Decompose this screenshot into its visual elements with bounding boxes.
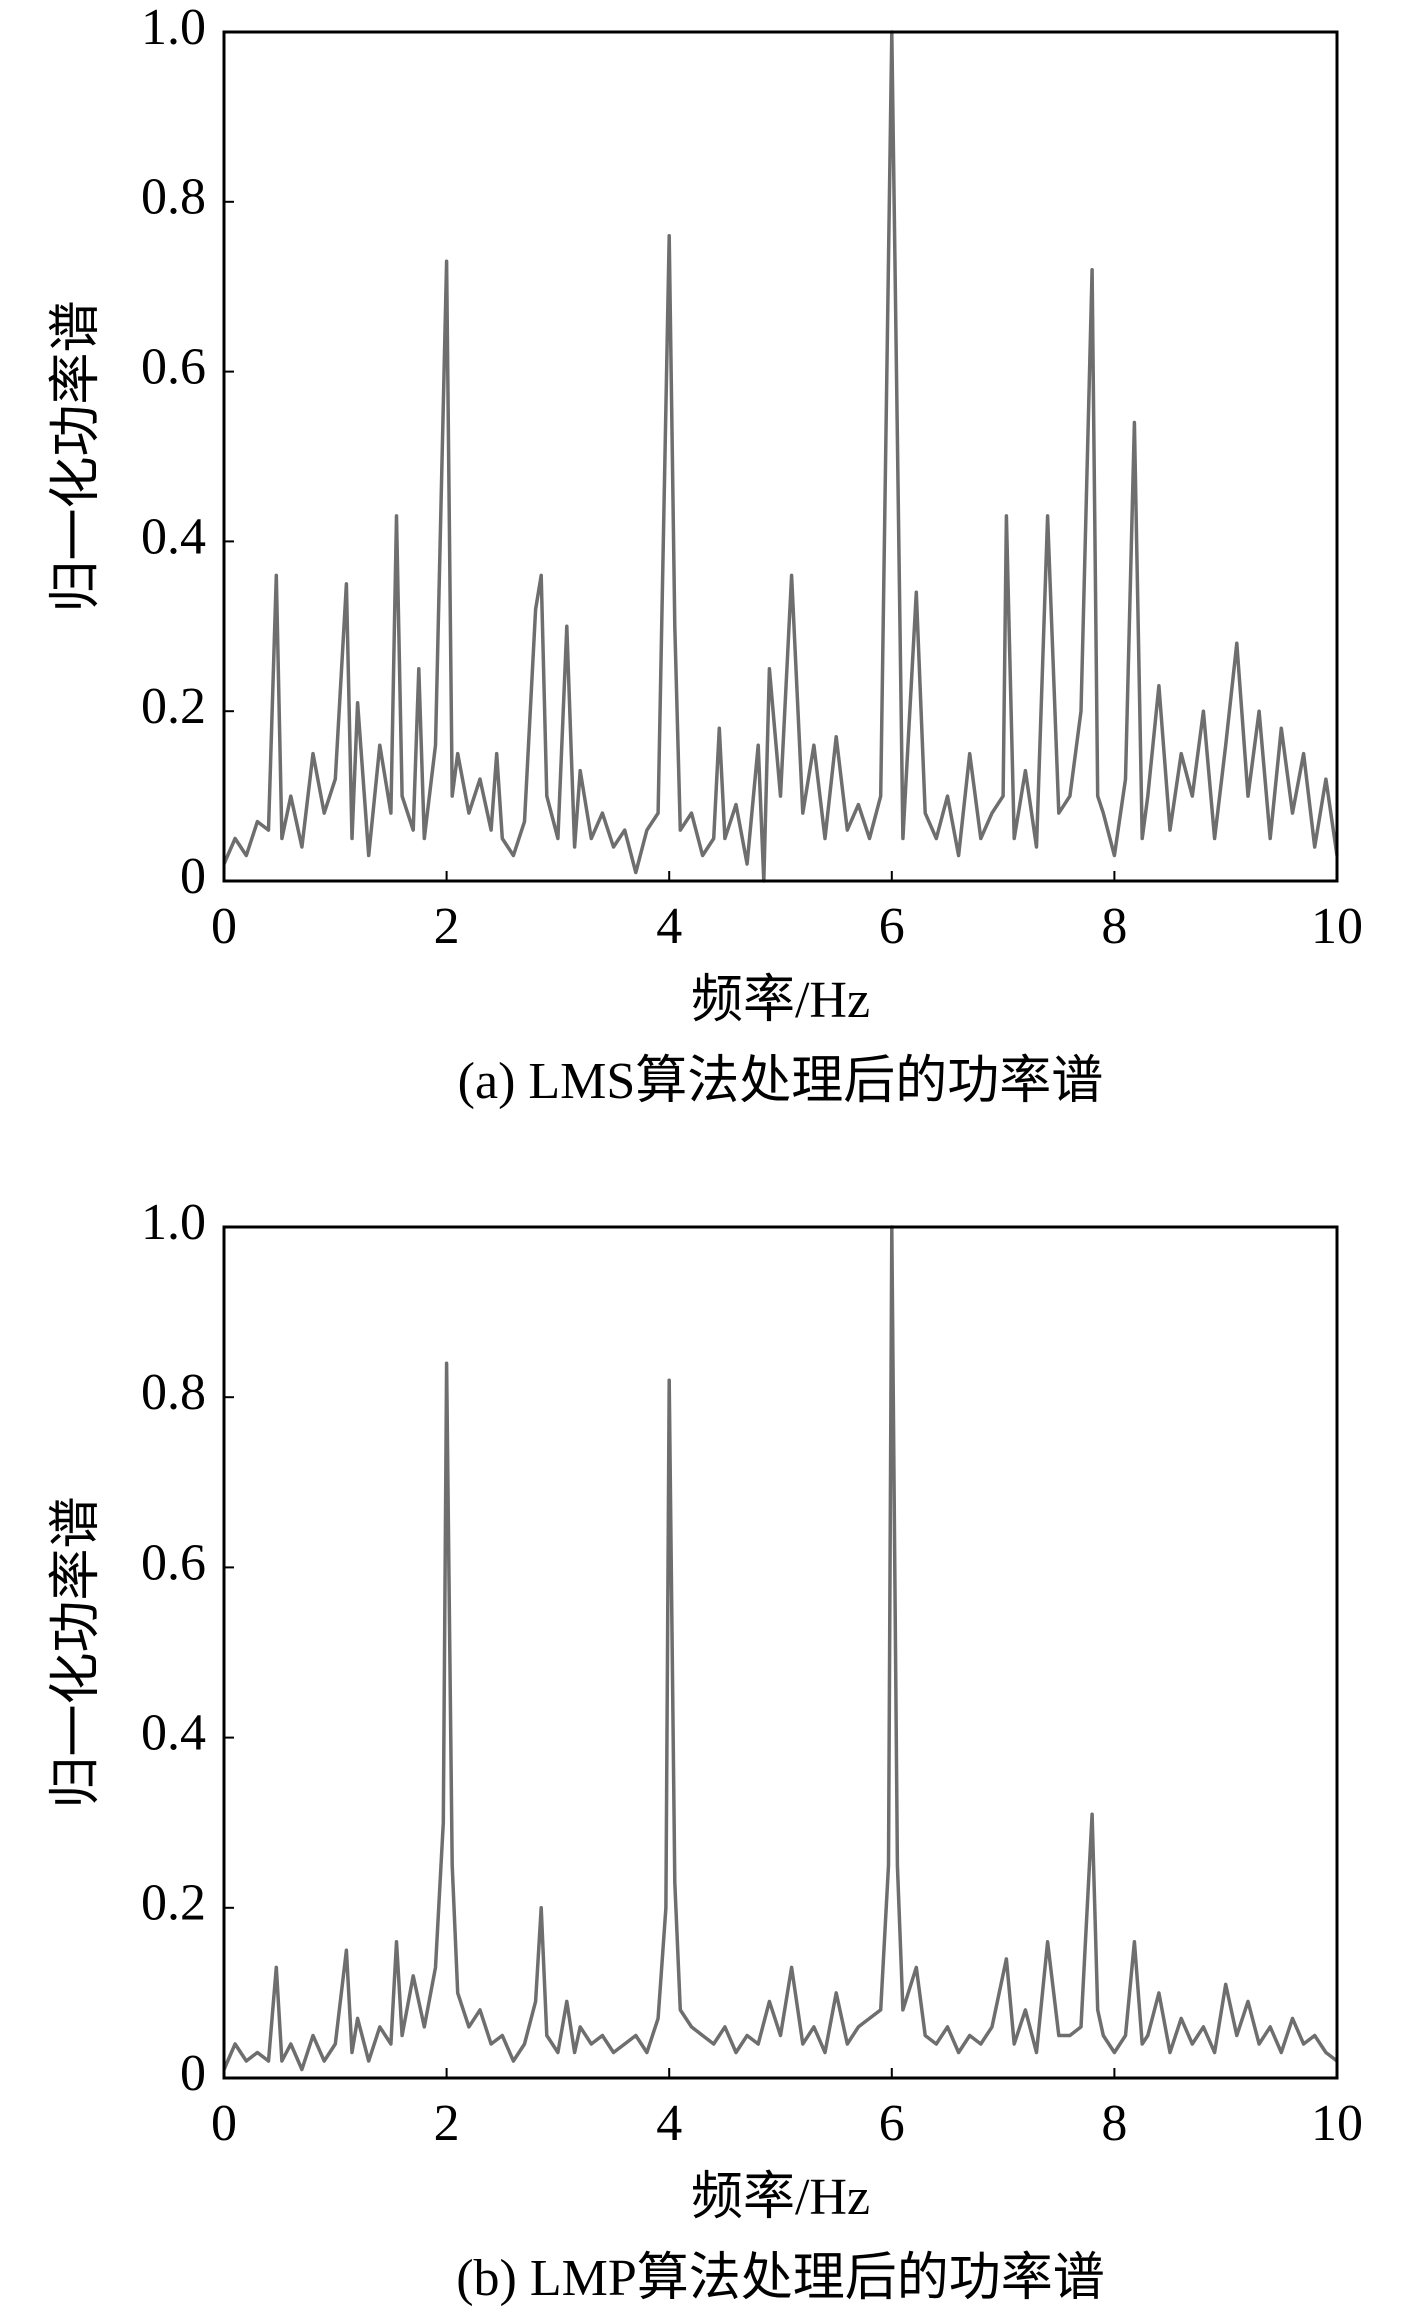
x-tick-label: 10 bbox=[1311, 898, 1363, 955]
y-tick-label: 0.8 bbox=[141, 169, 206, 226]
caption: (a) LMS算法处理后的功率谱 bbox=[458, 1053, 1104, 1110]
y-tick-label: 0.2 bbox=[141, 1875, 206, 1932]
spectrum-line bbox=[222, 30, 1339, 883]
x-tick-label: 8 bbox=[1101, 2095, 1127, 2152]
y-tick-label: 0.4 bbox=[141, 1705, 206, 1762]
x-tick-label: 4 bbox=[656, 2095, 682, 2152]
x-tick-label: 4 bbox=[656, 898, 682, 955]
x-tick-label: 10 bbox=[1311, 2095, 1363, 2152]
y-tick-label: 1.0 bbox=[141, 1194, 206, 1251]
x-tick-label: 6 bbox=[879, 2095, 905, 2152]
y-tick-label: 0 bbox=[180, 2045, 206, 2102]
y-tick-label: 0.4 bbox=[141, 508, 206, 565]
y-axis-label: 归一化功率谱 bbox=[48, 300, 105, 612]
x-tick-label: 0 bbox=[211, 2095, 237, 2152]
x-tick-label: 8 bbox=[1101, 898, 1127, 955]
caption: (b) LMP算法处理后的功率谱 bbox=[456, 2250, 1105, 2307]
plot-frame bbox=[222, 30, 1339, 883]
y-tick-label: 0.6 bbox=[141, 339, 206, 396]
plot-frame bbox=[222, 1225, 1339, 2080]
y-tick-label: 0 bbox=[180, 848, 206, 905]
y-tick-label: 0.2 bbox=[141, 678, 206, 735]
x-tick-label: 6 bbox=[879, 898, 905, 955]
x-axis-label: 频率/Hz bbox=[691, 2169, 870, 2226]
x-tick-label: 0 bbox=[211, 898, 237, 955]
x-tick-label: 2 bbox=[434, 898, 460, 955]
y-axis-label: 归一化功率谱 bbox=[48, 1496, 105, 1808]
y-tick-label: 1.0 bbox=[141, 0, 206, 56]
x-axis-label: 频率/Hz bbox=[691, 972, 870, 1029]
x-tick-label: 2 bbox=[434, 2095, 460, 2152]
y-tick-label: 0.8 bbox=[141, 1364, 206, 1421]
y-tick-label: 0.6 bbox=[141, 1534, 206, 1591]
spectrum-line bbox=[222, 1225, 1339, 2072]
